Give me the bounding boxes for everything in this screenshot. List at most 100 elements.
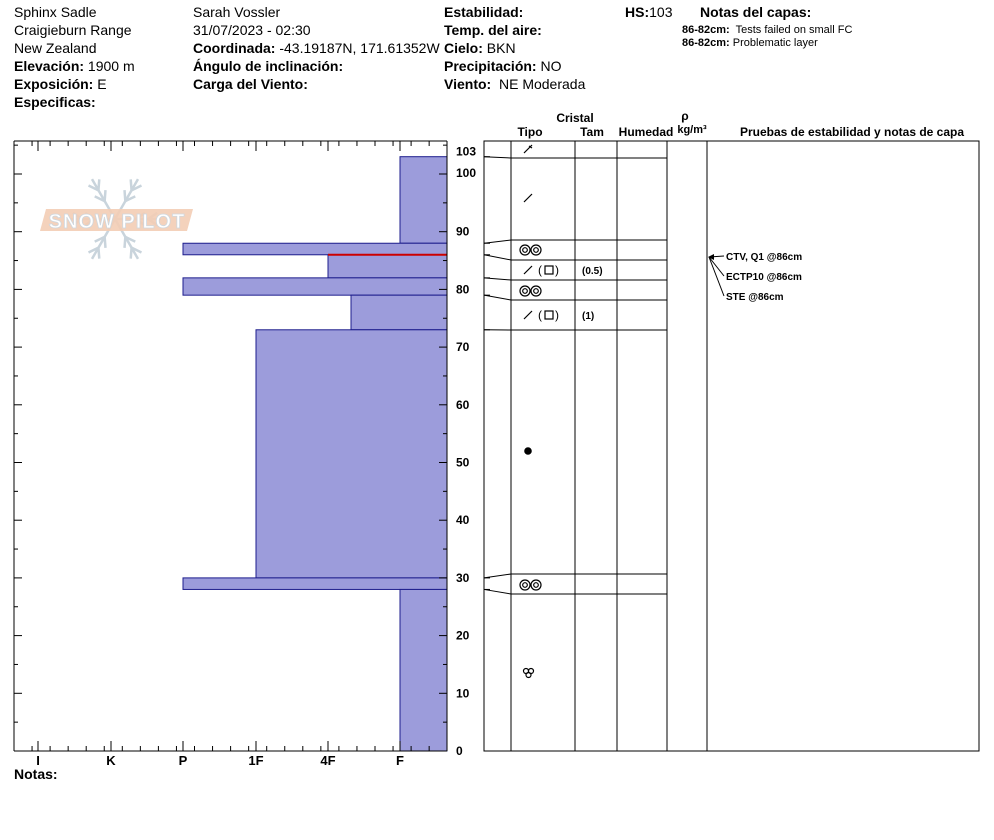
sky-label: Cielo: bbox=[444, 40, 483, 56]
range: Craigieburn Range bbox=[14, 22, 132, 38]
table-header-size: Tam bbox=[580, 125, 604, 139]
aspect-label: Exposición: bbox=[14, 76, 94, 92]
hardness-layer-3 bbox=[327, 254, 448, 279]
datetime: 31/07/2023 - 02:30 bbox=[193, 22, 311, 38]
country: New Zealand bbox=[14, 40, 97, 56]
elevation: Elevación: 1900 m bbox=[14, 58, 135, 74]
aspect-value: E bbox=[97, 76, 107, 92]
hs-value: 103 bbox=[649, 4, 673, 20]
stability-test-1: CTV, Q1 @86cm bbox=[726, 252, 802, 263]
boundary-connector-3 bbox=[483, 254, 512, 261]
crystal-symbol-4-facet-mixed-icon: () bbox=[523, 263, 559, 277]
coord-label: Coordinada: bbox=[193, 40, 276, 56]
svg-text:): ) bbox=[555, 308, 559, 322]
crystal-symbol-3-melt-freeze-icon bbox=[519, 244, 542, 256]
crystal-symbol-8-melt-freeze-icon bbox=[519, 579, 542, 591]
layer-note-1-range: 86-82cm: bbox=[682, 24, 730, 36]
elevation-value: 1900 m bbox=[87, 58, 135, 74]
crystal-symbol-5-melt-freeze-icon bbox=[519, 285, 542, 297]
y-tick-label-10: 10 bbox=[456, 686, 470, 700]
y-tick-label-50: 50 bbox=[456, 456, 470, 470]
crystal-size-6: (1) bbox=[582, 311, 594, 322]
y-tick-label-60: 60 bbox=[456, 398, 470, 412]
hardness-layer-4 bbox=[182, 277, 448, 296]
stability-label: Estabilidad: bbox=[444, 4, 524, 20]
y-tick-label-40: 40 bbox=[456, 513, 470, 527]
hardness-layer-6 bbox=[255, 329, 448, 579]
hardness-layer-7 bbox=[182, 577, 448, 590]
hardness-label-1F: 1F bbox=[248, 753, 263, 768]
table-header-moisture: Humedad bbox=[619, 125, 674, 139]
hardness-label-I: I bbox=[36, 753, 40, 768]
logo-text: SNOW PILOT bbox=[49, 211, 186, 233]
y-tick-label-90: 90 bbox=[456, 225, 470, 239]
stability-test-3: STE @86cm bbox=[726, 292, 784, 303]
hardness-label-4F: 4F bbox=[320, 753, 335, 768]
svg-text:(: ( bbox=[538, 308, 542, 322]
hardness-label-P: P bbox=[179, 753, 188, 768]
boundary-connector-5 bbox=[483, 294, 512, 301]
y-tick-label-100: 100 bbox=[456, 166, 476, 180]
wind-value: NE Moderada bbox=[498, 76, 586, 92]
sky-value: BKN bbox=[486, 40, 516, 56]
y-tick-label-80: 80 bbox=[456, 282, 470, 296]
table-header-density_unit: kg/m³ bbox=[677, 124, 707, 136]
notes-label: Notas: bbox=[14, 766, 58, 782]
hs: HS:103 bbox=[625, 4, 672, 20]
observer: Sarah Vossler bbox=[193, 4, 281, 20]
crystal-symbol-1-decomposing-icon bbox=[523, 144, 533, 154]
elevation-label: Elevación: bbox=[14, 58, 85, 74]
crystal-symbol-6-facet-mixed-icon: () bbox=[523, 308, 559, 322]
wind: Viento: NE Moderada bbox=[444, 76, 585, 92]
hardness-layer-5 bbox=[350, 294, 448, 331]
profile-frame: I K P 1F 4F F 0 10 20 30 40 50 60 70 80 90 100 103 bbox=[13, 140, 476, 768]
test-arrow-head-icon bbox=[708, 254, 714, 260]
precip-label: Precipitación: bbox=[444, 58, 537, 74]
table-header-type: Tipo bbox=[517, 125, 542, 139]
wind-label: Viento: bbox=[444, 76, 492, 92]
boundary-connector-2 bbox=[483, 239, 512, 244]
logo-banner bbox=[40, 209, 193, 231]
stability-test-2: ECTP10 @86cm bbox=[726, 272, 802, 283]
layer-table: Cristal Tipo Tam Humedad ρkg/m³ Pruebas de es… bbox=[483, 109, 980, 752]
table-header-crystal: Cristal bbox=[556, 111, 593, 125]
crystal-size-4: (0.5) bbox=[582, 266, 603, 277]
svg-text:(: ( bbox=[538, 263, 542, 277]
boundary-connector-7 bbox=[483, 573, 512, 579]
boundary-connector-8 bbox=[483, 588, 512, 595]
layer-note-1: 86-82cm: Tests failed on small FC bbox=[682, 24, 852, 37]
hardness-bars bbox=[182, 156, 448, 752]
layer-note-2-text: Problematic layer bbox=[732, 37, 818, 49]
slope-label: Ángulo de inclinación: bbox=[193, 58, 344, 74]
svg-text:): ) bbox=[555, 263, 559, 277]
layer-note-2-range: 86-82cm: bbox=[682, 37, 730, 49]
layer-note-1-text: Tests failed on small FC bbox=[735, 24, 853, 36]
hs-label: HS: bbox=[625, 4, 650, 20]
layer-note-2: 86-82cm: Problematic layer bbox=[682, 37, 818, 50]
table-header-tests: Pruebas de estabilidad y notas de capa bbox=[740, 125, 964, 139]
hardness-label-F: F bbox=[396, 753, 404, 768]
wind-load-label: Carga del Viento: bbox=[193, 76, 308, 92]
precipitation: Precipitación: NO bbox=[444, 58, 561, 74]
snow-pilot-logo: SNOW PILOT bbox=[40, 178, 193, 260]
crystal-symbol-9-melt-forms-icon bbox=[522, 667, 535, 679]
y-tick-label-0: 0 bbox=[456, 744, 463, 758]
y-tick-label-30: 30 bbox=[456, 571, 470, 585]
hardness-layer-2 bbox=[182, 242, 448, 256]
specifics-label: Especificas: bbox=[14, 94, 96, 110]
coordinates: Coordinada: -43.19187N, 171.61352W bbox=[193, 40, 440, 56]
y-tick-label-70: 70 bbox=[456, 340, 470, 354]
aspect: Exposición: E bbox=[14, 76, 107, 92]
hardness-layer-1 bbox=[399, 156, 448, 244]
layer-notes-title: Notas del capas: bbox=[700, 4, 812, 20]
hardness-label-K: K bbox=[106, 753, 116, 768]
crystal-symbol-2-decomposing-icon bbox=[523, 193, 533, 203]
test-arrow-line-3 bbox=[708, 256, 725, 297]
precip-value: NO bbox=[540, 58, 562, 74]
table-header-rho: ρ bbox=[681, 109, 688, 123]
crystal-symbol-7-rounded-icon bbox=[524, 447, 532, 455]
hardness-layer-8 bbox=[399, 588, 448, 752]
air-temp-label: Temp. del aire: bbox=[444, 22, 542, 38]
sky: Cielo: BKN bbox=[444, 40, 516, 56]
